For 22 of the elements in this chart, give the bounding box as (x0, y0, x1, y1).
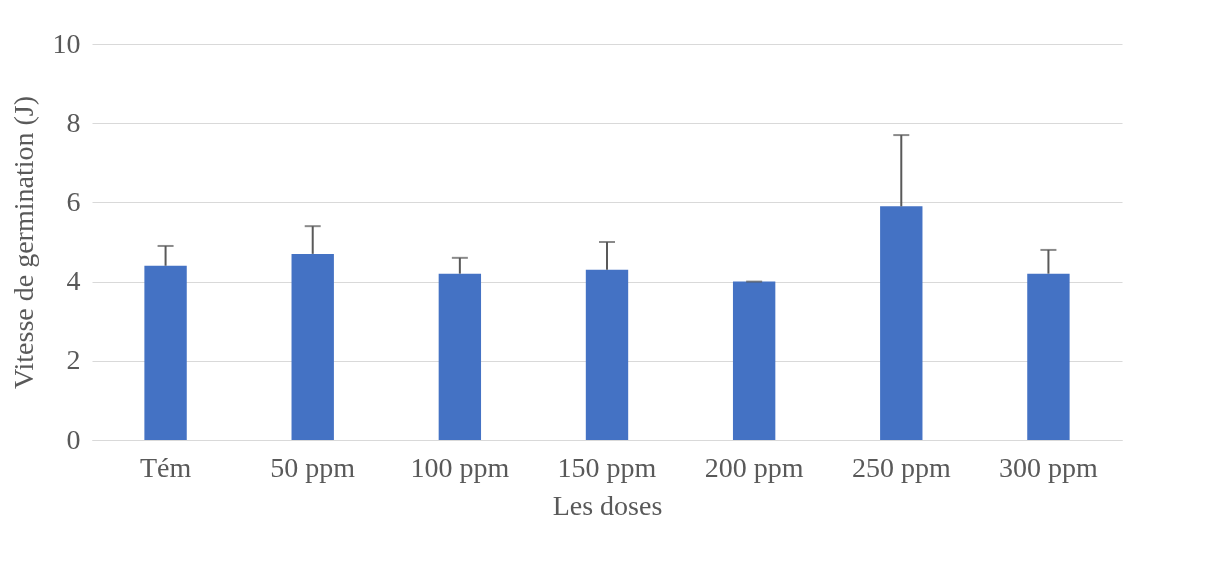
bar (880, 206, 923, 440)
bar (585, 269, 629, 440)
y-tick-label: 0 (66, 423, 81, 455)
x-tick-label: 150 ppm (557, 451, 657, 483)
bar (438, 273, 482, 440)
x-tick-label: Tém (139, 451, 192, 483)
x-tick-label: 100 ppm (410, 451, 510, 483)
y-tick-label: 10 (52, 27, 81, 59)
y-tick-label: 4 (66, 265, 81, 297)
x-tick-label: 250 ppm (851, 451, 951, 483)
bar (291, 253, 334, 440)
y-tick-label: 2 (66, 344, 81, 376)
y-axis-title: Vitesse de germination (J) (7, 95, 39, 390)
y-tick-label: 8 (66, 106, 81, 138)
x-tick-label: 50 ppm (270, 451, 356, 483)
bar (144, 265, 187, 440)
bar (732, 281, 776, 440)
y-tick-label: 6 (66, 185, 81, 217)
bar (1027, 273, 1070, 440)
x-axis-title: Les doses (552, 489, 663, 521)
x-tick-label: 300 ppm (999, 451, 1099, 483)
x-tick-label: 200 ppm (704, 451, 804, 483)
